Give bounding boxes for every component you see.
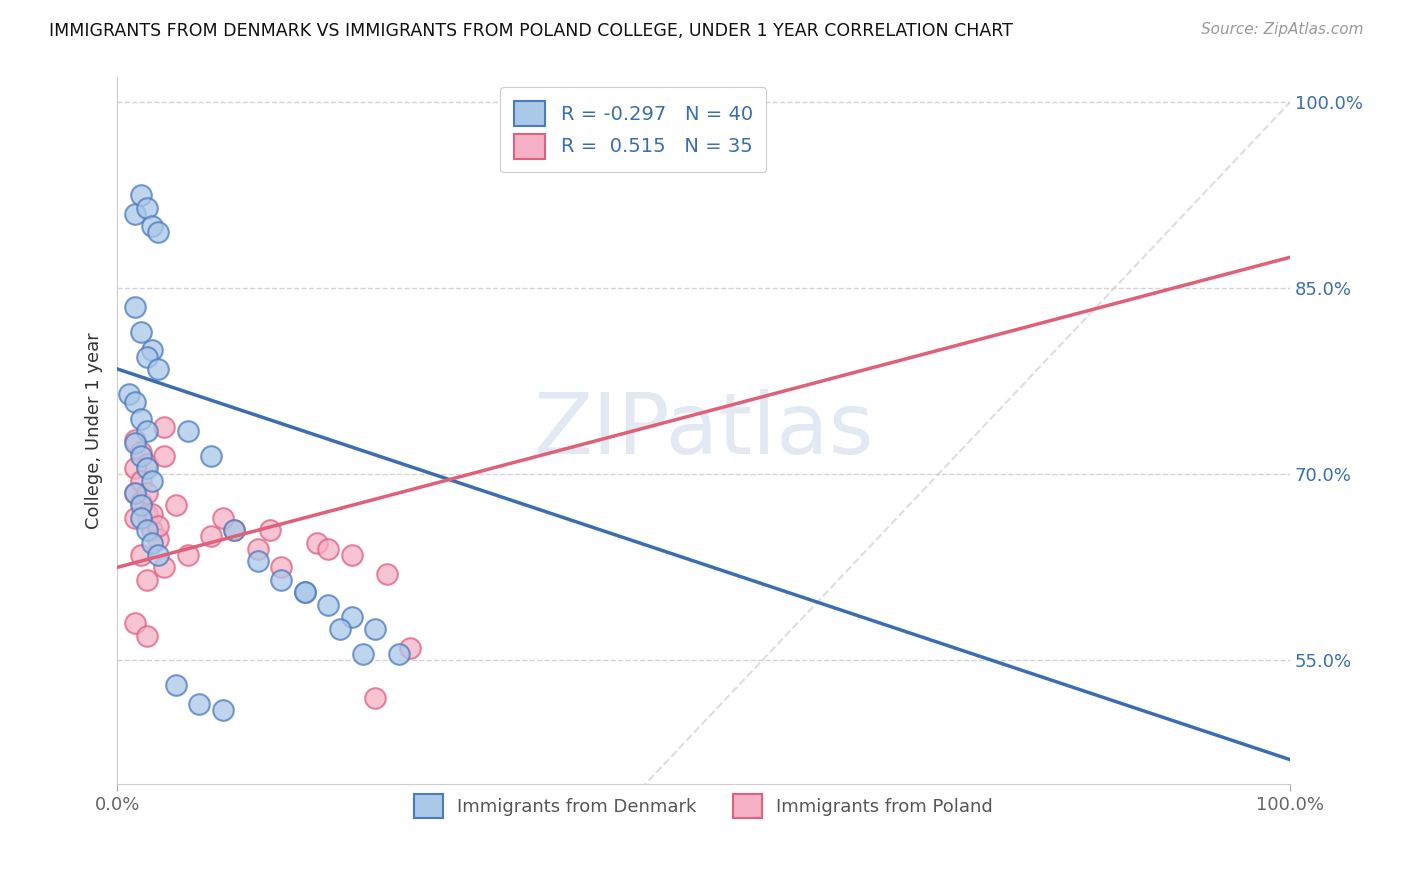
Point [135, 573, 157, 587]
Point [364, 690, 387, 705]
Point [124, 395, 146, 409]
Point [211, 703, 233, 717]
Point [246, 541, 269, 556]
Point [141, 343, 163, 358]
Point [135, 458, 157, 472]
Point [135, 486, 157, 500]
Point [129, 494, 152, 508]
Point [129, 411, 152, 425]
Point [188, 697, 211, 711]
Point [124, 486, 146, 500]
Point [141, 507, 163, 521]
Point [270, 573, 292, 587]
Point [124, 207, 146, 221]
Point [135, 523, 157, 537]
Point [294, 585, 316, 599]
Point [129, 474, 152, 488]
Point [200, 449, 222, 463]
Point [224, 523, 246, 537]
Point [135, 424, 157, 438]
Point [305, 535, 328, 549]
Point [135, 507, 157, 521]
Point [399, 640, 422, 655]
Point [153, 449, 176, 463]
Point [129, 188, 152, 202]
Point [148, 519, 170, 533]
Point [129, 548, 152, 562]
Point [176, 424, 198, 438]
Point [129, 510, 152, 524]
Point [364, 623, 387, 637]
Text: Source: ZipAtlas.com: Source: ZipAtlas.com [1201, 22, 1364, 37]
Point [165, 499, 187, 513]
Point [388, 647, 411, 661]
Point [148, 226, 170, 240]
Point [124, 300, 146, 314]
Point [129, 499, 152, 513]
Point [118, 386, 141, 401]
Point [259, 523, 281, 537]
Point [340, 610, 363, 624]
Point [165, 678, 187, 692]
Point [135, 201, 157, 215]
Point [246, 554, 269, 568]
Legend: Immigrants from Denmark, Immigrants from Poland: Immigrants from Denmark, Immigrants from… [406, 788, 1000, 825]
Point [316, 541, 339, 556]
Point [294, 585, 316, 599]
Point [141, 535, 163, 549]
Point [340, 548, 363, 562]
Point [141, 523, 163, 537]
Point [135, 629, 157, 643]
Point [141, 474, 163, 488]
Point [353, 647, 375, 661]
Point [148, 362, 170, 376]
Point [129, 325, 152, 339]
Point [124, 510, 146, 524]
Point [129, 449, 152, 463]
Point [141, 219, 163, 234]
Point [211, 510, 233, 524]
Y-axis label: College, Under 1 year: College, Under 1 year [86, 333, 103, 529]
Point [148, 548, 170, 562]
Point [124, 433, 146, 447]
Text: ZIPatlas: ZIPatlas [533, 390, 875, 473]
Point [224, 523, 246, 537]
Point [270, 560, 292, 574]
Point [124, 616, 146, 631]
Point [316, 598, 339, 612]
Point [148, 532, 170, 546]
Point [124, 486, 146, 500]
Text: IMMIGRANTS FROM DENMARK VS IMMIGRANTS FROM POLAND COLLEGE, UNDER 1 YEAR CORRELAT: IMMIGRANTS FROM DENMARK VS IMMIGRANTS FR… [49, 22, 1014, 40]
Point [153, 560, 176, 574]
Point [200, 529, 222, 543]
Point [124, 436, 146, 450]
Point [153, 420, 176, 434]
Point [135, 350, 157, 364]
Point [129, 445, 152, 459]
Point [124, 461, 146, 475]
Point [329, 623, 352, 637]
Point [176, 548, 198, 562]
Point [375, 566, 398, 581]
Point [135, 461, 157, 475]
